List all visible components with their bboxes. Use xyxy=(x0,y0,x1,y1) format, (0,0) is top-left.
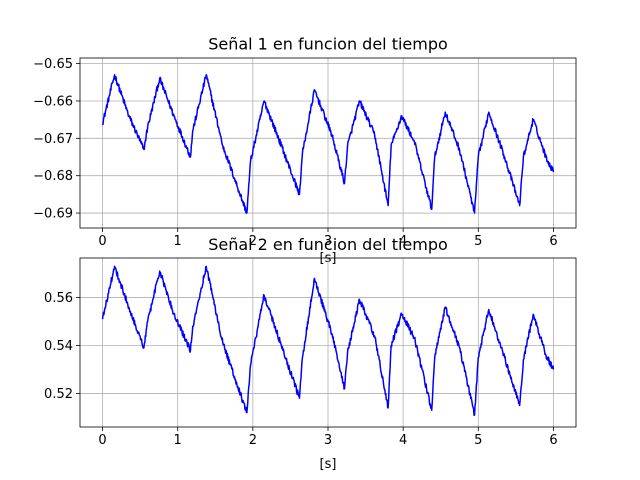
tick-marks xyxy=(76,297,554,431)
x-tick-label: 6 xyxy=(549,433,557,448)
x-tick-label: 1 xyxy=(174,234,182,249)
y-tick-label: −0.66 xyxy=(33,94,73,109)
gridlines xyxy=(80,258,576,427)
series-layer xyxy=(101,265,555,417)
x-tick-label: 6 xyxy=(549,234,557,249)
x-tick-label: 3 xyxy=(324,234,332,249)
x-tick-label: 0 xyxy=(98,433,106,448)
x-tick-label: 1 xyxy=(174,433,182,448)
x-tick-label: 5 xyxy=(474,234,482,249)
x-tick-label: 2 xyxy=(249,433,257,448)
chart-title: Señal 2 en funcion del tiempo xyxy=(208,235,448,254)
tick-labels: 0 1 2 3 4 5 6 0.52 0.54 0.56 xyxy=(44,291,558,448)
chart-signal-2: Señal 2 en funcion del tiempo 0 1 2 3 4 5 6 0.5… xyxy=(44,235,577,472)
y-tick-label: −0.67 xyxy=(33,132,73,147)
y-tick-label: −0.68 xyxy=(33,169,73,184)
x-tick-label: 0 xyxy=(98,234,106,249)
chart-title: Señal 1 en funcion del tiempo xyxy=(208,35,448,54)
series-line xyxy=(101,74,555,214)
y-tick-label: 0.56 xyxy=(44,291,73,306)
tick-marks xyxy=(76,63,554,232)
series-layer xyxy=(101,74,555,214)
y-tick-label: −0.65 xyxy=(33,57,73,72)
y-tick-label: 0.54 xyxy=(44,339,73,354)
x-tick-label: 5 xyxy=(474,433,482,448)
x-tick-label: 2 xyxy=(249,234,257,249)
y-tick-label: 0.52 xyxy=(44,387,73,402)
x-tick-label: 4 xyxy=(399,433,407,448)
x-axis-label: [s] xyxy=(320,457,337,472)
x-tick-label: 4 xyxy=(399,234,407,249)
chart-signal-1: Señal 1 en funcion del tiempo 0 1 2 3 4 5 6 −0.… xyxy=(33,35,577,266)
series-line xyxy=(101,265,555,417)
tick-labels: 0 1 2 3 4 5 6 −0.69 −0.68 −0.67 −0.66 −0.65 xyxy=(33,57,557,249)
x-tick-label: 3 xyxy=(324,433,332,448)
y-tick-label: −0.69 xyxy=(33,207,73,222)
gridlines xyxy=(80,58,576,228)
